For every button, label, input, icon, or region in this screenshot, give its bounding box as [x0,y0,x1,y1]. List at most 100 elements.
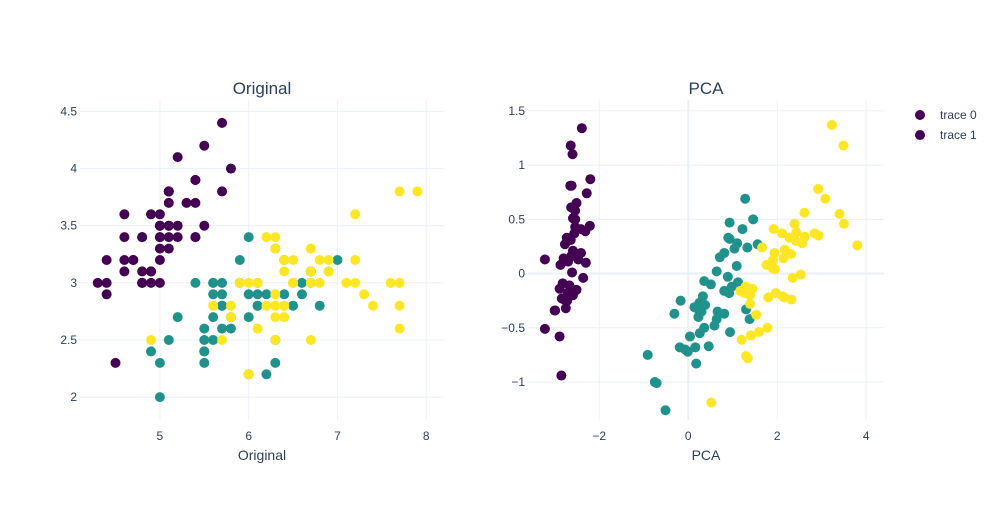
data-point[interactable] [279,300,290,311]
data-point[interactable] [394,186,405,197]
data-point[interactable] [789,218,800,229]
data-point[interactable] [813,183,824,194]
data-point[interactable] [539,323,550,334]
data-point[interactable] [234,255,245,265]
data-point[interactable] [709,320,720,331]
data-point[interactable] [675,295,686,306]
legend-item[interactable]: trace 1 [915,128,977,142]
data-point[interactable] [199,220,210,231]
data-point[interactable] [163,186,174,197]
data-point[interactable] [261,369,272,380]
data-point[interactable] [745,298,756,309]
data-point[interactable] [270,232,281,243]
data-point[interactable] [314,255,325,265]
data-point[interactable] [279,266,290,277]
data-point[interactable] [225,323,236,334]
data-point[interactable] [163,197,174,208]
data-point[interactable] [777,228,788,239]
data-point[interactable] [838,218,849,229]
data-point[interactable] [279,255,290,265]
data-point[interactable] [279,312,290,323]
data-point[interactable] [128,255,139,265]
data-point[interactable] [225,312,236,323]
data-point[interactable] [826,119,837,130]
data-point[interactable] [711,266,722,277]
data-point[interactable] [305,335,316,345]
data-point[interactable] [252,277,263,288]
data-point[interactable] [852,240,863,251]
data-point[interactable] [753,327,764,338]
data-point[interactable] [217,117,228,128]
data-point[interactable] [809,228,820,239]
data-point[interactable] [575,224,586,235]
data-point[interactable] [539,254,550,265]
data-point[interactable] [252,300,263,311]
data-point[interactable] [190,197,201,208]
data-point[interactable] [270,335,281,345]
data-point[interactable] [549,305,560,316]
data-point[interactable] [745,330,756,341]
data-point[interactable] [190,277,201,288]
data-point[interactable] [741,351,752,361]
data-point[interactable] [729,243,740,254]
data-point[interactable] [737,224,748,235]
data-point[interactable] [146,346,157,357]
data-point[interactable] [163,243,174,254]
data-point[interactable] [779,292,790,303]
data-point[interactable] [578,272,589,283]
data-point[interactable] [584,220,595,231]
data-point[interactable] [243,312,254,323]
data-point[interactable] [199,323,210,334]
data-point[interactable] [786,249,796,260]
data-point[interactable] [154,357,165,368]
data-point[interactable] [699,276,710,287]
data-point[interactable] [699,322,710,333]
data-point[interactable] [570,214,581,225]
data-point[interactable] [154,392,165,403]
data-point[interactable] [585,174,596,185]
data-point[interactable] [217,186,228,197]
data-point[interactable] [385,277,396,288]
data-point[interactable] [101,255,112,265]
data-point[interactable] [154,232,165,243]
data-point[interactable] [252,323,263,334]
data-point[interactable] [252,289,263,300]
data-point[interactable] [350,209,361,220]
data-point[interactable] [735,285,746,296]
data-point[interactable] [660,405,671,416]
data-point[interactable] [367,300,378,311]
data-point[interactable] [208,335,219,345]
data-point[interactable] [674,342,685,353]
data-point[interactable] [243,369,254,380]
data-point[interactable] [724,217,735,228]
data-point[interactable] [762,322,773,333]
data-point[interactable] [154,255,165,265]
data-point[interactable] [359,289,370,300]
data-point[interactable] [146,277,157,288]
data-point[interactable] [261,232,272,243]
data-point[interactable] [261,300,272,311]
data-point[interactable] [119,232,130,243]
data-point[interactable] [669,308,680,319]
data-point[interactable] [217,289,228,300]
data-point[interactable] [394,277,405,288]
data-point[interactable] [696,306,707,317]
data-point[interactable] [296,289,307,300]
data-point[interactable] [576,123,587,134]
data-point[interactable] [790,236,801,247]
data-point[interactable] [225,300,236,311]
data-point[interactable] [163,220,174,231]
data-point[interactable] [208,289,219,300]
data-point[interactable] [563,256,574,267]
data-point[interactable] [217,300,228,311]
data-point[interactable] [719,247,730,258]
data-point[interactable] [154,277,165,288]
data-point[interactable] [394,323,405,334]
data-point[interactable] [763,292,774,303]
data-point[interactable] [314,277,325,288]
data-point[interactable] [154,220,165,231]
data-point[interactable] [217,277,228,288]
data-point[interactable] [305,266,316,277]
data-point[interactable] [799,207,810,218]
data-point[interactable] [820,193,831,204]
